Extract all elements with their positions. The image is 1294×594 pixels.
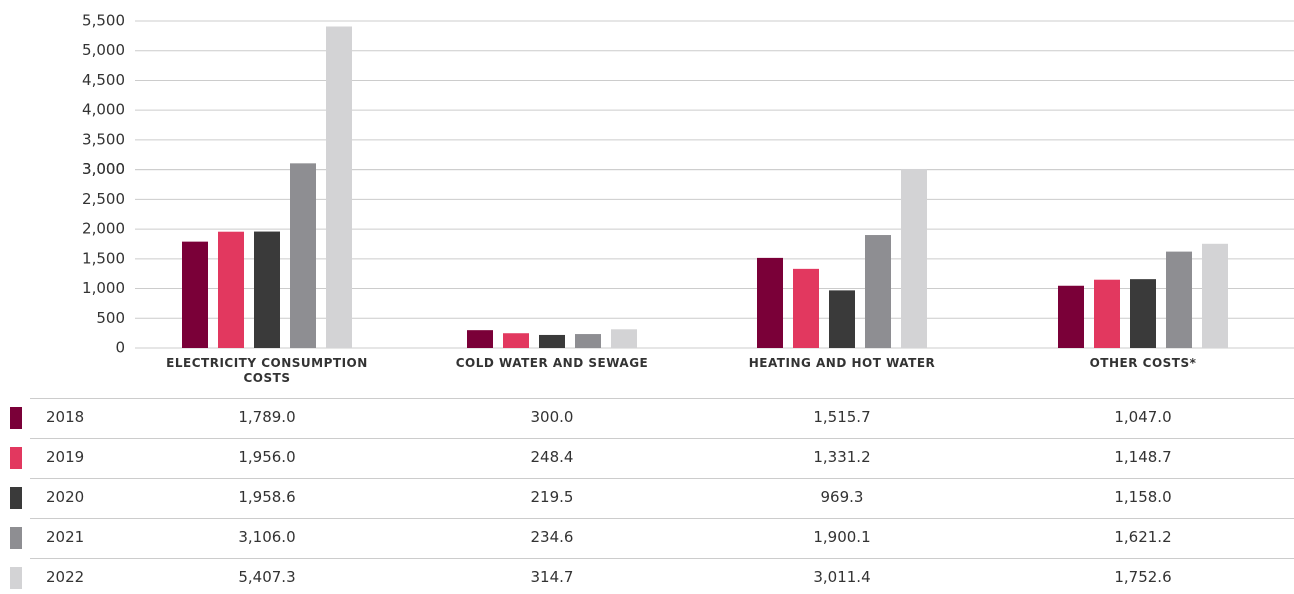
y-tick-label: 2,000: [82, 220, 125, 238]
table-row: 2018 1,789.0 300.0 1,515.7 1,047.0: [0, 398, 1294, 438]
bar: [503, 333, 529, 348]
table-value: 234.6: [530, 528, 574, 546]
legend-label: 2021: [46, 528, 85, 546]
legend-swatch: [10, 487, 22, 509]
bar: [611, 329, 637, 348]
bar: [254, 231, 280, 348]
y-tick-label: 4,000: [82, 101, 125, 119]
table-value: 1,515.7: [813, 408, 871, 426]
legend-label: 2018: [46, 408, 85, 426]
table-row: 2020 1,958.6 219.5 969.3 1,158.0: [0, 478, 1294, 518]
y-tick-label: 3,000: [82, 160, 125, 178]
table-value: 1,752.6: [1114, 568, 1172, 586]
table-line: [30, 438, 1294, 439]
y-tick-label: 2,500: [82, 190, 125, 208]
table-value: 1,621.2: [1114, 528, 1172, 546]
table-row: 2019 1,956.0 248.4 1,331.2 1,148.7: [0, 438, 1294, 478]
table-line: [30, 558, 1294, 559]
y-tick-label: 3,500: [82, 130, 125, 148]
category-label: COLD WATER AND SEWAGE: [455, 356, 649, 370]
legend-swatch: [10, 527, 22, 549]
legend-swatch: [10, 447, 22, 469]
category-label: HEATING AND HOT WATER: [748, 356, 936, 370]
y-tick-label: 1,000: [82, 279, 125, 297]
legend-label: 2019: [46, 448, 85, 466]
y-tick-label: 3,000: [82, 160, 125, 178]
table-value: 3,106.0: [238, 528, 296, 546]
bar: [829, 290, 855, 348]
table-value: 1,789.0: [238, 408, 296, 426]
table-value: 1,158.0: [1114, 488, 1172, 506]
bar: [326, 26, 352, 348]
legend-label: 2020: [46, 488, 85, 506]
bar: [1130, 279, 1156, 348]
bar: [539, 334, 565, 348]
category-label: ELECTRICITY CONSUMPTION COSTS: [166, 356, 368, 385]
legend-label: 2022: [46, 568, 85, 586]
table-value: 969.3: [820, 488, 864, 506]
table-value: 219.5: [530, 488, 574, 506]
table-value: 1,900.1: [813, 528, 871, 546]
legend-swatch: [10, 407, 22, 429]
table-row: 2021 3,106.0 234.6 1,900.1 1,621.2: [0, 518, 1294, 558]
bar: [467, 330, 493, 348]
y-tick-label: 5,000: [82, 41, 125, 59]
table-value: 1,958.6: [238, 488, 296, 506]
bar: [865, 235, 891, 348]
legend-swatch: [10, 567, 22, 589]
table-value: 248.4: [530, 448, 574, 466]
bar: [757, 257, 783, 348]
y-tick-label: 4,500: [82, 71, 125, 89]
table-value: 300.0: [530, 408, 574, 426]
table-row: 2022 5,407.3 314.7 3,011.4 1,752.6: [0, 558, 1294, 594]
y-tick-label: 5,500: [82, 12, 125, 30]
table-value: 5,407.3: [238, 568, 296, 586]
y-tick-label: 0: [115, 339, 125, 357]
bar: [1058, 285, 1084, 348]
bar: [901, 168, 927, 348]
y-tick-label: 500: [96, 309, 125, 327]
table-line: [30, 478, 1294, 479]
bar: [218, 231, 244, 348]
bar: [290, 163, 316, 348]
bar: [1202, 243, 1228, 348]
table-value: 1,047.0: [1114, 408, 1172, 426]
chart: 05001,0001,5002,0002,5003,0003,0003,5004…: [82, 12, 1294, 357]
table-value: 1,148.7: [1114, 448, 1172, 466]
bar: [1166, 251, 1192, 348]
table-value: 1,956.0: [238, 448, 296, 466]
table-value: 1,331.2: [813, 448, 871, 466]
bar: [1094, 279, 1120, 348]
bar: [575, 334, 601, 348]
table-line: [30, 518, 1294, 519]
y-tick-label: 1,500: [82, 249, 125, 267]
category-label: OTHER COSTS*: [1089, 356, 1197, 370]
table-value: 3,011.4: [813, 568, 871, 586]
bar: [793, 268, 819, 348]
table-value: 314.7: [530, 568, 574, 586]
bar: [182, 241, 208, 348]
table-line: [30, 398, 1294, 399]
